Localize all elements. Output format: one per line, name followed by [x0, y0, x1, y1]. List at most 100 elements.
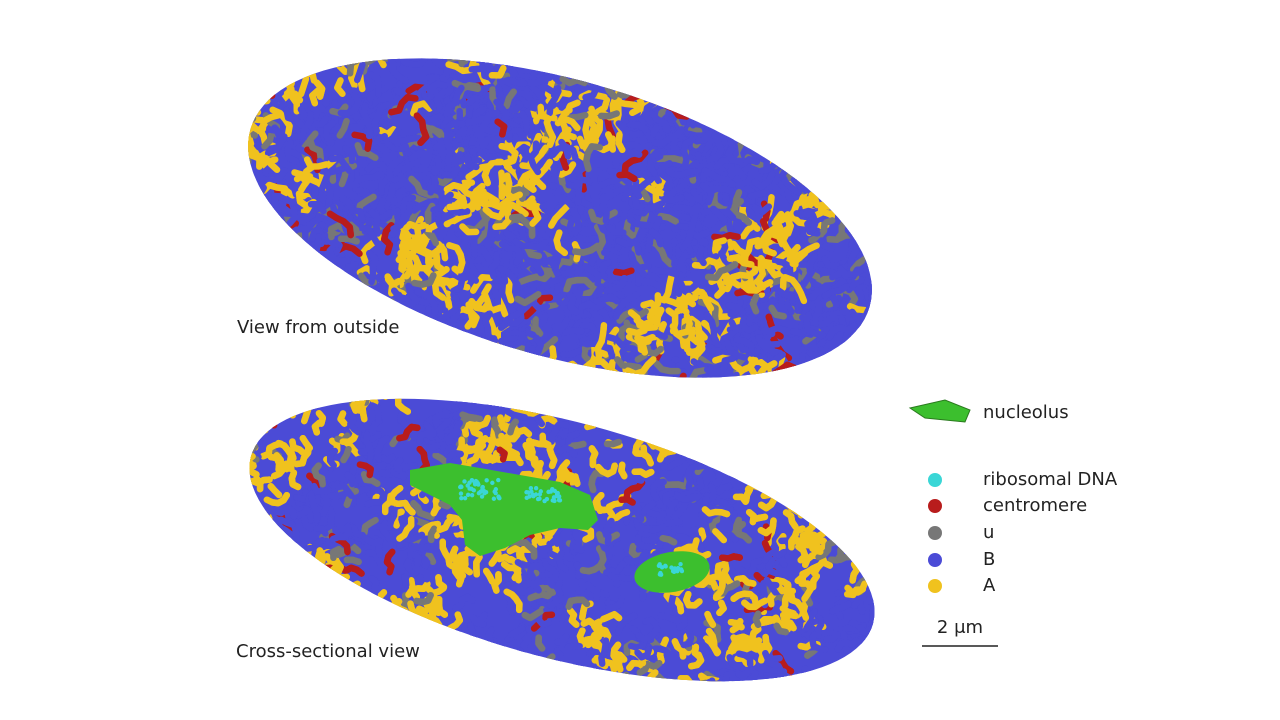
chromatin-fiber	[872, 289, 889, 307]
chromatin-fiber	[496, 671, 507, 689]
chromatin-fiber	[698, 421, 716, 432]
chromatin-fiber	[804, 666, 819, 694]
chromatin-fiber	[311, 462, 326, 488]
chromatin-fiber	[771, 463, 788, 483]
chromatin-fiber	[700, 108, 727, 128]
chromatin-fiber	[605, 64, 623, 80]
chromatin-fiber	[470, 388, 491, 404]
chromatin-fiber	[733, 436, 757, 452]
chromatin-fiber	[247, 95, 262, 116]
chromatin-fiber	[360, 470, 381, 487]
chromatin-fiber	[695, 58, 713, 77]
chromatin-fiber	[678, 49, 697, 75]
chromatin-fiber	[695, 58, 713, 77]
chromatin-fiber	[281, 606, 294, 623]
chromatin-fiber	[680, 628, 695, 649]
chromatin-fiber	[342, 302, 361, 321]
chromatin-fiber	[443, 661, 460, 676]
chromatin-fiber	[262, 271, 284, 283]
chromatin-fiber	[870, 578, 887, 597]
chromatin-fiber	[417, 349, 433, 369]
chromatin-fiber	[865, 627, 877, 650]
chromatin-fiber	[763, 672, 780, 683]
chromatin-fiber	[873, 482, 891, 494]
chromatin-fiber	[245, 423, 254, 448]
chromatin-fiber	[877, 534, 900, 548]
chromatin-fiber	[695, 380, 711, 395]
chromatin-fiber	[470, 614, 487, 628]
chromatin-fiber	[747, 189, 771, 200]
chromatin-fiber	[446, 242, 466, 274]
chromatin-fiber	[334, 364, 351, 393]
chromatin-fiber	[432, 433, 450, 445]
chromatin-fiber	[338, 659, 356, 684]
chromatin-fiber	[866, 426, 890, 439]
chromatin-fiber	[308, 493, 321, 524]
chromatin-fiber	[323, 119, 337, 146]
chromatin-fiber	[583, 143, 603, 173]
chromatin-fiber	[643, 200, 666, 213]
chromatin-fiber	[866, 306, 894, 322]
chromatin-fiber	[366, 661, 393, 679]
chromatin-fiber	[862, 441, 886, 454]
chromatin-fiber	[521, 652, 542, 673]
chromatin-fiber	[455, 329, 469, 359]
chromatin-fiber	[225, 579, 241, 601]
chromatin-fiber	[822, 129, 850, 148]
chromatin-fiber	[802, 73, 828, 95]
chromatin-fiber	[259, 440, 284, 460]
chromatin-fiber	[479, 189, 500, 205]
chromatin-fiber	[854, 320, 874, 345]
chromatin-fiber	[490, 397, 506, 410]
chromatin-fiber	[662, 429, 678, 445]
chromatin-fiber	[508, 371, 530, 384]
chromatin-fiber	[636, 429, 660, 443]
chromatin-fiber	[560, 50, 591, 73]
chromatin-fiber	[768, 426, 792, 437]
chromatin-fiber	[756, 646, 767, 664]
chromatin-fiber	[558, 388, 583, 397]
chromatin-fiber	[770, 415, 792, 429]
chromatin-fiber	[860, 241, 888, 260]
chromatin-fiber	[828, 116, 864, 133]
chromatin-fiber	[258, 203, 276, 222]
chromatin-fiber	[649, 523, 668, 534]
chromatin-fiber	[469, 339, 497, 358]
chromatin-fiber	[875, 246, 884, 269]
chromatin-fiber	[872, 576, 888, 602]
chromatin-fiber	[588, 469, 605, 494]
chromatin-fiber	[537, 395, 565, 411]
chromatin-fiber	[705, 36, 727, 67]
chromatin-fiber	[390, 632, 420, 644]
chromatin-fiber	[683, 378, 694, 407]
chromatin-fiber	[284, 139, 300, 165]
chromatin-fiber	[225, 115, 248, 148]
rdna-dot	[550, 486, 555, 492]
chromatin-fiber	[727, 167, 747, 181]
chromatin-fiber	[504, 647, 524, 663]
chromatin-fiber	[308, 667, 332, 685]
chromatin-fiber	[263, 53, 284, 78]
chromatin-fiber	[788, 418, 799, 441]
chromatin-fiber	[589, 683, 608, 693]
chromatin-fiber	[386, 672, 406, 694]
chromatin-fiber	[306, 658, 330, 670]
chromatin-fiber	[413, 112, 430, 146]
chromatin-fiber	[526, 655, 541, 675]
chromatin-fiber	[256, 398, 272, 425]
chromatin-fiber	[503, 172, 513, 195]
chromatin-fiber	[836, 200, 872, 214]
chromatin-fiber	[466, 622, 477, 645]
chromatin-fiber	[522, 170, 537, 193]
chromatin-fiber	[465, 663, 483, 675]
chromatin-fiber	[773, 386, 794, 408]
chromatin-fiber	[846, 188, 868, 208]
chromatin-fiber	[260, 56, 275, 85]
chromatin-fiber	[717, 391, 736, 407]
rdna-dot	[479, 494, 485, 499]
chromatin-fiber	[789, 537, 813, 549]
chromatin-fiber	[375, 663, 388, 685]
chromatin-fiber	[522, 355, 542, 377]
chromatin-fiber	[385, 53, 410, 85]
chromatin-fiber	[720, 355, 736, 372]
